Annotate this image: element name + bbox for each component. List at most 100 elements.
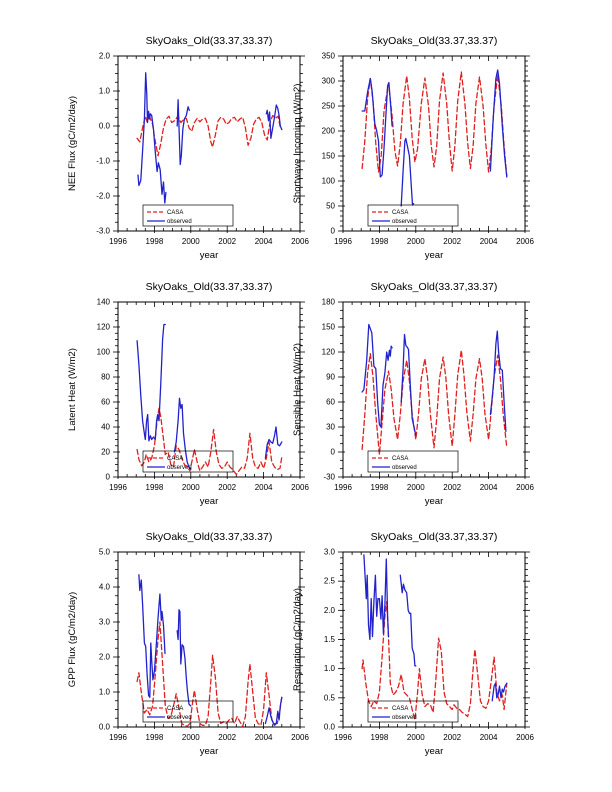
y-tick-label: 1.0	[99, 688, 111, 697]
chart-panel-gpp-flux: 1996 1998 2000 2002 2004 2006 0.0 1.0 2.0 3.0 4.0 5…	[60, 526, 312, 772]
y-tick-label: 0	[331, 448, 336, 457]
y-tick-label: 2.0	[324, 606, 336, 615]
chart-title: SkyOaks_Old(33.37,33.37)	[146, 35, 273, 47]
x-axis-label: year	[425, 250, 443, 261]
y-tick-label: 5.0	[99, 548, 111, 557]
y-tick-label: 0.0	[324, 723, 336, 732]
y-tick-label: 60	[326, 398, 335, 407]
x-tick-label: 1996	[109, 237, 127, 246]
legend-label-observed: observed	[392, 219, 417, 225]
x-tick-label: 1998	[371, 237, 389, 246]
observed-line	[264, 426, 283, 459]
x-tick-label: 2002	[218, 483, 236, 492]
observed-line	[176, 99, 190, 166]
x-tick-label: 2000	[182, 483, 200, 492]
chart-panel-respiration: 1996 1998 2000 2002 2004 2006 0.0 0.5 1.0 1.5 2.0 2…	[285, 526, 537, 772]
chart-title: SkyOaks_Old(33.37,33.37)	[146, 281, 273, 293]
y-axis-label: Latent Heat (W/m2)	[67, 348, 78, 431]
y-tick-label: 80	[101, 373, 110, 382]
casa-line	[361, 349, 508, 456]
y-tick-label: 2.5	[324, 577, 336, 586]
legend-label-observed: observed	[392, 715, 417, 721]
y-tick-label: 50	[326, 202, 335, 211]
legend-label-casa: CASA	[392, 456, 408, 462]
y-tick-label: -30	[323, 473, 335, 482]
y-tick-label: 3.0	[324, 548, 336, 557]
observed-line	[264, 696, 283, 726]
chart-latent-heat: 1996 1998 2000 2002 2004 2006 0 20 40 60 80 100 120 1…	[67, 281, 309, 507]
y-axis-label: Shortwave Incoming (W/m2)	[292, 84, 303, 204]
x-tick-label: 2006	[516, 483, 534, 492]
y-axis-label: Sensible Heat (W/m2)	[292, 343, 303, 436]
observed-line	[399, 574, 417, 667]
x-tick-label: 2000	[407, 483, 425, 492]
y-tick-label: 180	[322, 298, 336, 307]
observed-line	[489, 69, 508, 178]
y-tick-label: 2.0	[99, 653, 111, 662]
x-tick-label: 2002	[218, 237, 236, 246]
observed-line	[136, 323, 166, 442]
casa-line	[361, 600, 508, 721]
y-tick-label: 150	[322, 152, 336, 161]
x-tick-label: 2002	[218, 733, 236, 742]
legend-label-observed: observed	[167, 715, 192, 721]
casa-line	[136, 114, 283, 157]
observed-line	[489, 330, 507, 432]
casa-line	[136, 621, 283, 727]
plot-frame	[342, 551, 526, 728]
y-tick-label: 0.0	[99, 723, 111, 732]
x-tick-label: 1998	[371, 483, 389, 492]
observed-line	[138, 574, 166, 698]
x-axis-label: year	[425, 746, 443, 757]
plot-frame	[117, 301, 301, 478]
y-tick-label: 0.5	[324, 693, 336, 702]
plot-frame	[117, 551, 301, 728]
y-tick-label: 0	[331, 227, 336, 236]
y-tick-label: 30	[326, 423, 335, 432]
x-tick-label: 2004	[480, 733, 498, 742]
y-tick-label: 60	[101, 398, 110, 407]
y-tick-label: 100	[322, 177, 336, 186]
x-tick-label: 2000	[407, 237, 425, 246]
plot-frame	[117, 55, 301, 232]
x-tick-label: 2006	[291, 733, 309, 742]
plot-frame	[342, 55, 526, 232]
chart-title: SkyOaks_Old(33.37,33.37)	[371, 35, 498, 47]
chart-panel-shortwave-incoming: 1996 1998 2000 2002 2004 2006 0 50 100 150 200 250 3…	[285, 30, 537, 276]
y-tick-label: 1.5	[324, 635, 336, 644]
x-tick-label: 1996	[334, 483, 352, 492]
y-tick-label: 200	[322, 127, 336, 136]
observed-line	[400, 137, 415, 207]
legend-box	[142, 700, 234, 723]
x-tick-label: 2006	[291, 237, 309, 246]
y-tick-label: 4.0	[99, 583, 111, 592]
chart-respiration: 1996 1998 2000 2002 2004 2006 0.0 0.5 1.0 1.5 2.0 2…	[292, 531, 534, 757]
casa-line	[361, 71, 508, 177]
x-axis-label: year	[425, 496, 443, 507]
x-axis-label: year	[200, 496, 218, 507]
y-tick-label: -1.0	[96, 157, 110, 166]
legend-box	[142, 450, 234, 473]
legend-label-observed: observed	[392, 465, 417, 471]
x-tick-label: 1996	[109, 733, 127, 742]
x-tick-label: 2000	[407, 733, 425, 742]
observed-line	[361, 77, 393, 178]
x-tick-label: 2004	[480, 237, 498, 246]
observed-line	[363, 554, 390, 641]
observed-line	[361, 323, 393, 428]
x-tick-label: 1998	[146, 483, 164, 492]
y-tick-label: 300	[322, 77, 336, 86]
y-tick-label: 2.0	[99, 52, 111, 61]
y-tick-label: 120	[322, 348, 336, 357]
y-tick-label: -2.0	[96, 192, 110, 201]
chart-sensible-heat: 1996 1998 2000 2002 2004 2006 -30 0 30 60 90 120 150…	[292, 281, 534, 507]
x-tick-label: 2004	[255, 483, 273, 492]
chart-gpp-flux: 1996 1998 2000 2002 2004 2006 0.0 1.0 2.0 3.0 4.0 5…	[67, 531, 309, 757]
y-axis-label: GPP Flux (gC/m2/day)	[67, 592, 78, 687]
legend-box	[367, 700, 459, 723]
legend-label-casa: CASA	[167, 456, 183, 462]
x-tick-label: 2000	[182, 733, 200, 742]
y-tick-label: 150	[322, 323, 336, 332]
legend-box	[142, 204, 234, 227]
chart-title: SkyOaks_Old(33.37,33.37)	[371, 281, 498, 293]
